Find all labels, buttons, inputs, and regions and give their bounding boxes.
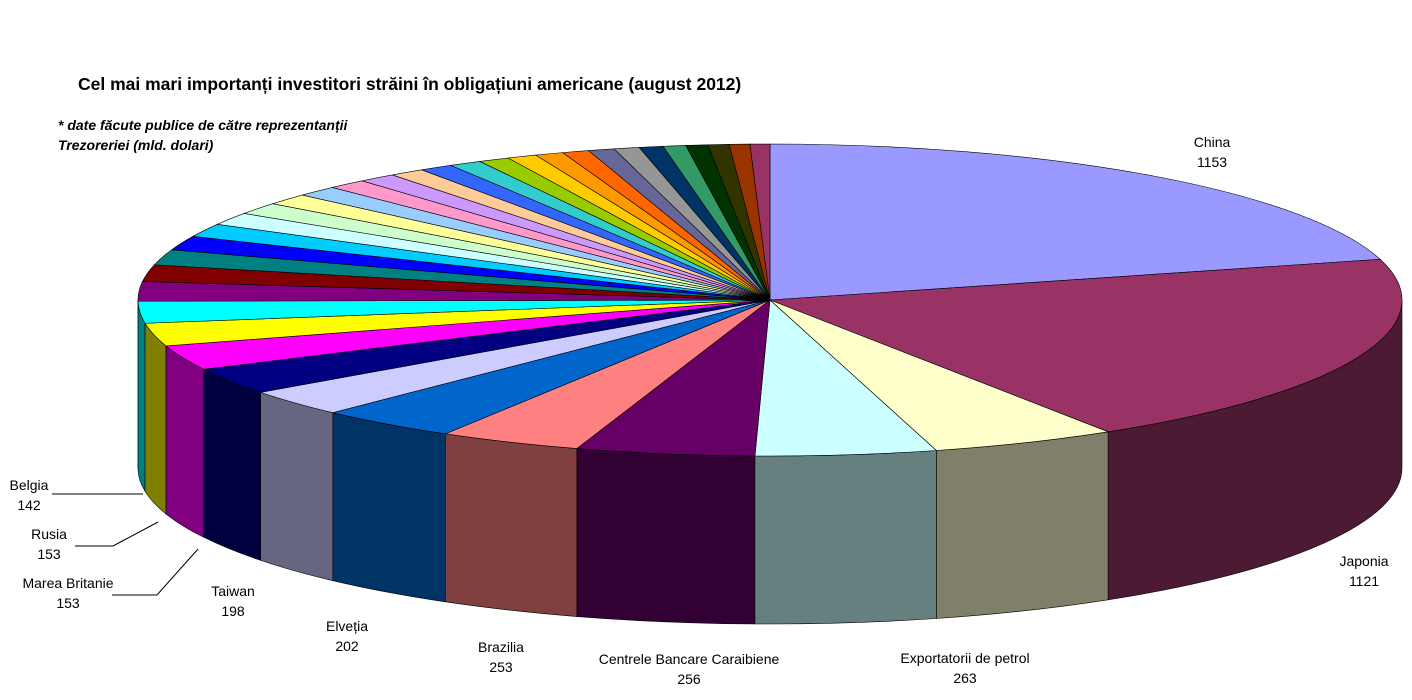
slice-label-elve-ia: Elveția: [326, 618, 368, 634]
slice-value-centrele-bancare-caraibiene: 256: [677, 671, 701, 687]
chart-subtitle: * date făcute publice de către reprezent…: [58, 117, 348, 153]
chart-title: Cel mai mari importanți investitori stră…: [78, 74, 742, 94]
slice-side-elve-ia: [445, 433, 578, 617]
slice-other-27: [749, 143, 771, 301]
slice-label-taiwan: Taiwan: [211, 583, 255, 599]
slice-value-rusia: 153: [37, 546, 61, 562]
slice-label-exportatorii-de-petrol: Exportatorii de petrol: [900, 650, 1029, 666]
slice-side-other-1: [137, 301, 146, 493]
slice-exportatorii-de-petrol: [769, 299, 1110, 451]
leader-line-rusia: [75, 521, 159, 547]
slice-side-taiwan: [332, 412, 446, 603]
slice-side-brazilia: [576, 448, 756, 625]
leader-line-marea-britanie: [112, 548, 199, 596]
slice-side-exportatorii-de-petrol: [936, 431, 1109, 619]
slice-value-marea-britanie: 153: [56, 595, 80, 611]
slice-side-belgia: [165, 345, 205, 538]
slice-value-elve-ia: 202: [335, 638, 359, 654]
slice-brazilia: [576, 299, 771, 457]
slice-label-centrele-bancare-caraibiene: Centrele Bancare Caraibiene: [599, 651, 780, 667]
slice-label-japonia: Japonia: [1339, 553, 1388, 569]
slice-centrele-bancare-caraibiene: [754, 299, 938, 457]
slice-side-centrele-bancare-caraibiene: [754, 450, 937, 625]
slice-label-rusia: Rusia: [31, 526, 67, 542]
slice-value-taiwan: 198: [221, 603, 245, 619]
slice-labels: China 1153 Japonia 1121 Exportatorii de petr…: [10, 134, 1389, 687]
slice-value-china: 1153: [1197, 154, 1227, 170]
slice-side-marea-britanie: [260, 391, 334, 582]
slice-value-brazilia: 253: [489, 659, 513, 675]
slice-value-exportatorii-de-petrol: 263: [953, 670, 977, 686]
slice-label-marea-britanie: Marea Britanie: [22, 575, 113, 591]
slice-side-other-0: [144, 322, 167, 515]
slice-china: [769, 143, 1381, 301]
slice-label-china: China: [1194, 134, 1231, 150]
pie-sides: [137, 299, 1403, 625]
pie-top: [137, 143, 1403, 457]
slice-value-japonia: 1121: [1349, 573, 1379, 589]
slice-label-brazilia: Brazilia: [478, 639, 524, 655]
slice-value-belgia: 142: [17, 497, 41, 513]
slice-label-belgia: Belgia: [10, 477, 49, 493]
slice-side-rusia: [203, 368, 261, 561]
slice-japonia: [769, 258, 1403, 433]
